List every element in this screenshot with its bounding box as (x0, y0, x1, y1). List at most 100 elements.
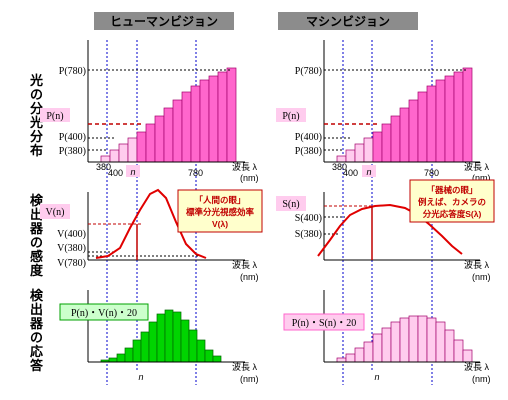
response-left-bar (116, 353, 126, 363)
spectrum-right-bar (444, 75, 455, 163)
svg-text:波長 λ: 波長 λ (464, 361, 490, 372)
side-label-row2: 検 出 器 の 感 度 (29, 193, 44, 278)
response-right-bar (399, 317, 410, 363)
response-left-bar (204, 349, 214, 363)
callout-human (177, 189, 263, 233)
spectrum-left-bar (190, 85, 201, 163)
label-pn-bg (40, 108, 70, 122)
response-right-bar (426, 317, 437, 363)
row1-right-chart: P(780) P(n) P(400) P(380) 380 400 n 780 … (276, 40, 491, 183)
label-400: 400 (108, 168, 123, 178)
row2-right-chart: S(n) S(400) S(380) 「器械の眼」 例えば、カメラの 分光応答度… (276, 179, 495, 282)
svg-text:V(λ): V(λ) (212, 219, 228, 229)
label-s380: S(380) (295, 229, 322, 240)
response-left-bar (188, 329, 198, 363)
response-left-bar (156, 313, 166, 363)
response-right-bar (435, 321, 446, 363)
svg-text:波長 λ: 波長 λ (232, 361, 258, 372)
spectrum-left-bar (118, 143, 129, 163)
response-right-bar (363, 341, 374, 363)
label-p780-r: P(780) (295, 66, 322, 77)
spectrum-right-bar (381, 123, 392, 163)
spectrum-right-bar (462, 67, 473, 163)
label-780-r: 780 (424, 168, 439, 178)
label-v780: V(780) (57, 258, 86, 269)
response-left-bar (196, 339, 206, 363)
svg-text:器: 器 (29, 316, 44, 331)
response-right-bar (390, 321, 401, 363)
spectrum-right-bar (363, 137, 374, 163)
label-380-r: 380 (332, 162, 347, 172)
spectrum-left-bar (154, 115, 165, 163)
header-machine-bg (278, 12, 418, 30)
svg-text:波長 λ: 波長 λ (464, 259, 490, 270)
label-n-r-bg (362, 165, 376, 177)
spectrum-right-bar (390, 115, 401, 163)
svg-text:分: 分 (30, 129, 43, 144)
response-right-bar (444, 329, 455, 363)
svg-text:光: 光 (29, 73, 43, 88)
response-left-bar (140, 331, 150, 363)
response-right-bar (372, 333, 383, 363)
axis-unit: (nm) (240, 173, 259, 183)
svg-text:感: 感 (30, 249, 43, 264)
curve-v-lambda (95, 188, 207, 259)
response-left-bar (180, 319, 190, 363)
label-pn-r-bg (276, 108, 306, 122)
response-left-bar (148, 321, 158, 363)
svg-text:波長 λ: 波長 λ (232, 259, 258, 270)
response-right-bar (354, 347, 365, 363)
label-p380: P(380) (59, 146, 86, 157)
svg-text:(nm): (nm) (240, 272, 259, 282)
response-right-bar (345, 353, 356, 363)
response-right-bar (417, 315, 428, 363)
side-label-row1: 光 の 分 光 分 布 (29, 73, 43, 158)
svg-text:分光応答度S(λ): 分光応答度S(λ) (423, 209, 482, 219)
label-v400: V(400) (57, 229, 86, 240)
label-p400-r: P(400) (295, 132, 322, 143)
side-label-row3: 検 出 器 の 応 答 (29, 288, 44, 373)
svg-text:標準分光視感効率: 標準分光視感効率 (186, 207, 255, 217)
row3-left-chart: P(n)・V(n)・20 n 波長 λ (nm) (59, 290, 259, 384)
response-right-bar (336, 357, 347, 363)
svg-text:(nm): (nm) (472, 374, 491, 384)
label-vn-bg (40, 204, 70, 219)
spectrum-right-bar (399, 107, 410, 163)
label-pn-r: P(n) (282, 111, 299, 122)
svg-text:(nm): (nm) (472, 272, 491, 282)
label-s400: S(400) (295, 213, 322, 224)
response-right-bar (408, 315, 419, 363)
svg-text:出: 出 (30, 207, 43, 222)
spectrum-left-bar (226, 67, 237, 163)
spectrum-left-bar (163, 107, 174, 163)
label-400-r: 400 (343, 168, 358, 178)
spectrum-left-bar (199, 79, 210, 163)
svg-text:応: 応 (30, 344, 43, 359)
response-right-bar (381, 327, 392, 363)
svg-text:出: 出 (30, 302, 43, 317)
label-pn: P(n) (46, 111, 63, 122)
response-left-bar (212, 355, 222, 363)
response-left-bar (164, 309, 174, 363)
response-right-bar (453, 339, 464, 363)
label-sn: S(n) (282, 199, 299, 210)
svg-text:光: 光 (29, 115, 43, 130)
label-ps: P(n)・S(n)・20 (292, 318, 356, 329)
label-vn: V(n) (46, 207, 65, 218)
label-pv-box (59, 303, 149, 321)
axis-wavelength-r: 波長 λ (464, 161, 490, 172)
svg-text:度: 度 (30, 263, 44, 278)
label-n-bg (126, 165, 140, 177)
response-left-bar (108, 357, 118, 363)
label-p400: P(400) (59, 132, 86, 143)
label-v380: V(380) (57, 243, 86, 254)
spectrum-left-bar (172, 99, 183, 163)
spectrum-left-bar (145, 123, 156, 163)
svg-text:分: 分 (30, 101, 43, 116)
axis-unit-r: (nm) (472, 173, 491, 183)
svg-text:布: 布 (30, 143, 43, 158)
spectrum-left-bar (208, 75, 219, 163)
response-left-bar (172, 311, 182, 363)
header-human-bg (94, 12, 234, 30)
